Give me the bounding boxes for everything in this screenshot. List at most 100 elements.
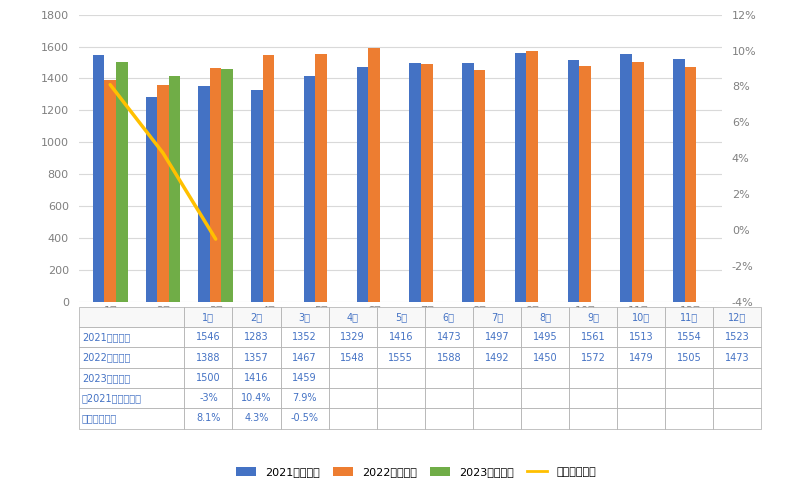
Bar [184, 408, 232, 429]
Bar [421, 64, 433, 302]
Bar [568, 60, 579, 302]
Text: 1588: 1588 [436, 353, 461, 362]
Bar [104, 80, 116, 302]
Bar [665, 408, 714, 429]
Text: -0.5%: -0.5% [290, 413, 319, 423]
Text: -3%: -3% [199, 393, 217, 403]
Bar [665, 327, 714, 347]
Bar [569, 327, 617, 347]
Bar [329, 347, 377, 368]
Bar [251, 90, 263, 302]
Text: 1473: 1473 [725, 353, 750, 362]
Bar [617, 327, 665, 347]
Text: 1450: 1450 [533, 353, 557, 362]
Text: 4.3%: 4.3% [244, 413, 268, 423]
Bar [521, 408, 569, 429]
Text: 1505: 1505 [677, 353, 702, 362]
Bar [521, 327, 569, 347]
Bar [356, 67, 368, 302]
Bar [569, 388, 617, 408]
Bar [184, 347, 232, 368]
Text: 比2021年同期增幅: 比2021年同期增幅 [82, 393, 142, 403]
Text: 12月: 12月 [728, 312, 747, 322]
Bar [184, 388, 232, 408]
Text: 1473: 1473 [436, 332, 461, 342]
Bar [409, 63, 421, 302]
Text: 3月: 3月 [298, 312, 311, 322]
Text: 1492: 1492 [484, 353, 509, 362]
Text: 9月: 9月 [587, 312, 599, 322]
Bar [617, 408, 665, 429]
Bar [377, 347, 425, 368]
Bar [714, 368, 761, 388]
Text: 1513: 1513 [629, 332, 654, 342]
Bar [377, 307, 425, 327]
Text: 1357: 1357 [244, 353, 269, 362]
Bar [673, 59, 685, 302]
Bar [473, 327, 521, 347]
Text: 1546: 1546 [196, 332, 221, 342]
Bar [280, 307, 329, 327]
Text: 8月: 8月 [539, 312, 551, 322]
Bar [232, 327, 280, 347]
Bar [78, 347, 184, 368]
Text: 1月: 1月 [203, 312, 214, 322]
Bar [714, 327, 761, 347]
Bar [232, 388, 280, 408]
Bar [425, 368, 473, 388]
Bar [665, 388, 714, 408]
Text: 1561: 1561 [581, 332, 605, 342]
Text: 1555: 1555 [389, 353, 413, 362]
Bar [78, 307, 184, 327]
Bar [473, 368, 521, 388]
Bar [425, 347, 473, 368]
Bar [329, 408, 377, 429]
Bar [280, 327, 329, 347]
Bar [263, 55, 274, 302]
Text: 1479: 1479 [629, 353, 654, 362]
Bar [425, 408, 473, 429]
Bar [221, 69, 233, 302]
Bar [617, 368, 665, 388]
Text: 11月: 11月 [681, 312, 699, 322]
Bar [169, 76, 181, 302]
Bar [329, 368, 377, 388]
Bar [425, 327, 473, 347]
Bar [617, 388, 665, 408]
Bar [521, 347, 569, 368]
Bar [78, 368, 184, 388]
Legend: 2021年货运量, 2022年货运量, 2023年货运量, 当月同比增幅: 2021年货运量, 2022年货运量, 2023年货运量, 当月同比增幅 [232, 462, 601, 482]
Bar [280, 368, 329, 388]
Text: 1497: 1497 [484, 332, 509, 342]
Bar [473, 347, 521, 368]
Bar [280, 388, 329, 408]
Bar [569, 368, 617, 388]
Bar [521, 368, 569, 388]
Bar [515, 53, 527, 302]
Text: 1459: 1459 [292, 373, 317, 383]
Bar [521, 307, 569, 327]
Bar [569, 347, 617, 368]
Bar [617, 307, 665, 327]
Bar [685, 67, 696, 302]
Bar [527, 51, 538, 302]
Bar [714, 307, 761, 327]
Text: 1352: 1352 [292, 332, 317, 342]
Text: 当月同比增幅: 当月同比增幅 [82, 413, 117, 423]
Bar [199, 86, 210, 302]
Bar [714, 408, 761, 429]
Bar [377, 408, 425, 429]
Bar [377, 388, 425, 408]
Bar [232, 347, 280, 368]
Text: 8.1%: 8.1% [196, 413, 221, 423]
Text: 2023年货运量: 2023年货运量 [82, 373, 130, 383]
Text: 2021年货运量: 2021年货运量 [82, 332, 130, 342]
Text: 10月: 10月 [632, 312, 650, 322]
Bar [232, 408, 280, 429]
Text: 1416: 1416 [389, 332, 413, 342]
Bar [569, 408, 617, 429]
Text: 7月: 7月 [491, 312, 503, 322]
Bar [620, 54, 632, 302]
Bar [232, 368, 280, 388]
Bar [425, 388, 473, 408]
